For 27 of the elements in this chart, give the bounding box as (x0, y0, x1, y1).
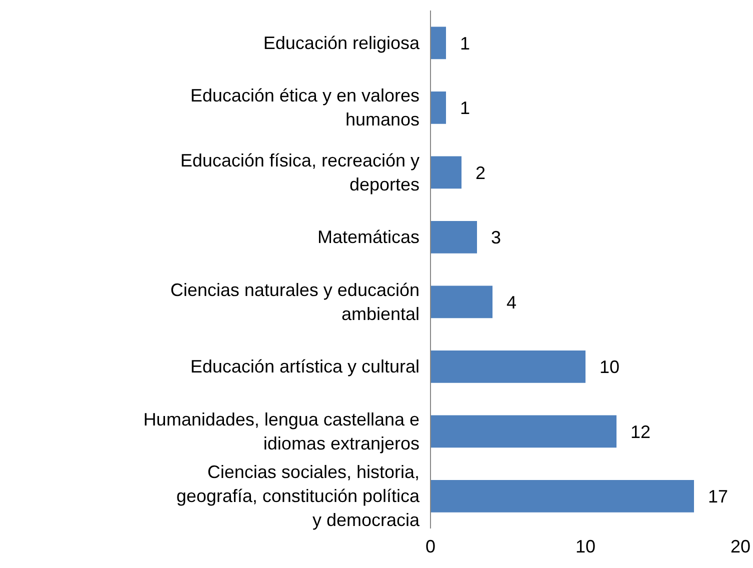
y-tick-label: Educación religiosa (263, 32, 420, 53)
bar (430, 26, 446, 60)
data-label: 3 (491, 228, 502, 248)
data-label: 12 (630, 422, 651, 442)
x-tick-label: 10 (575, 536, 596, 556)
bar (430, 156, 462, 189)
y-tick-label: Educación artística y cultural (190, 356, 420, 377)
x-tick-label: 20 (730, 536, 751, 556)
bar (430, 220, 477, 254)
x-tick-label: 0 (425, 536, 436, 556)
data-label: 17 (708, 486, 728, 507)
y-tick-label: Matemáticas (317, 227, 420, 248)
bar (430, 91, 446, 124)
bar (430, 286, 492, 318)
data-label: 10 (600, 357, 620, 378)
y-tick-label: Educación ética y en valores humanos (190, 86, 420, 130)
data-label: 1 (460, 98, 470, 118)
bar (430, 350, 586, 383)
y-tick-label: Ciencias sociales, historia, geografía, constitución política y democracia (176, 462, 420, 530)
data-label: 2 (476, 162, 486, 183)
y-tick-label: Humanidades, lengua castellana e idiomas extranjeros (143, 409, 420, 454)
data-label: 1 (460, 33, 470, 54)
data-label: 4 (506, 292, 517, 312)
y-tick-label: Educación física, recreación y deportes (180, 150, 420, 194)
bar (430, 480, 694, 512)
bar (430, 415, 616, 448)
y-tick-label: Ciencias naturales y educación ambiental (170, 280, 420, 324)
